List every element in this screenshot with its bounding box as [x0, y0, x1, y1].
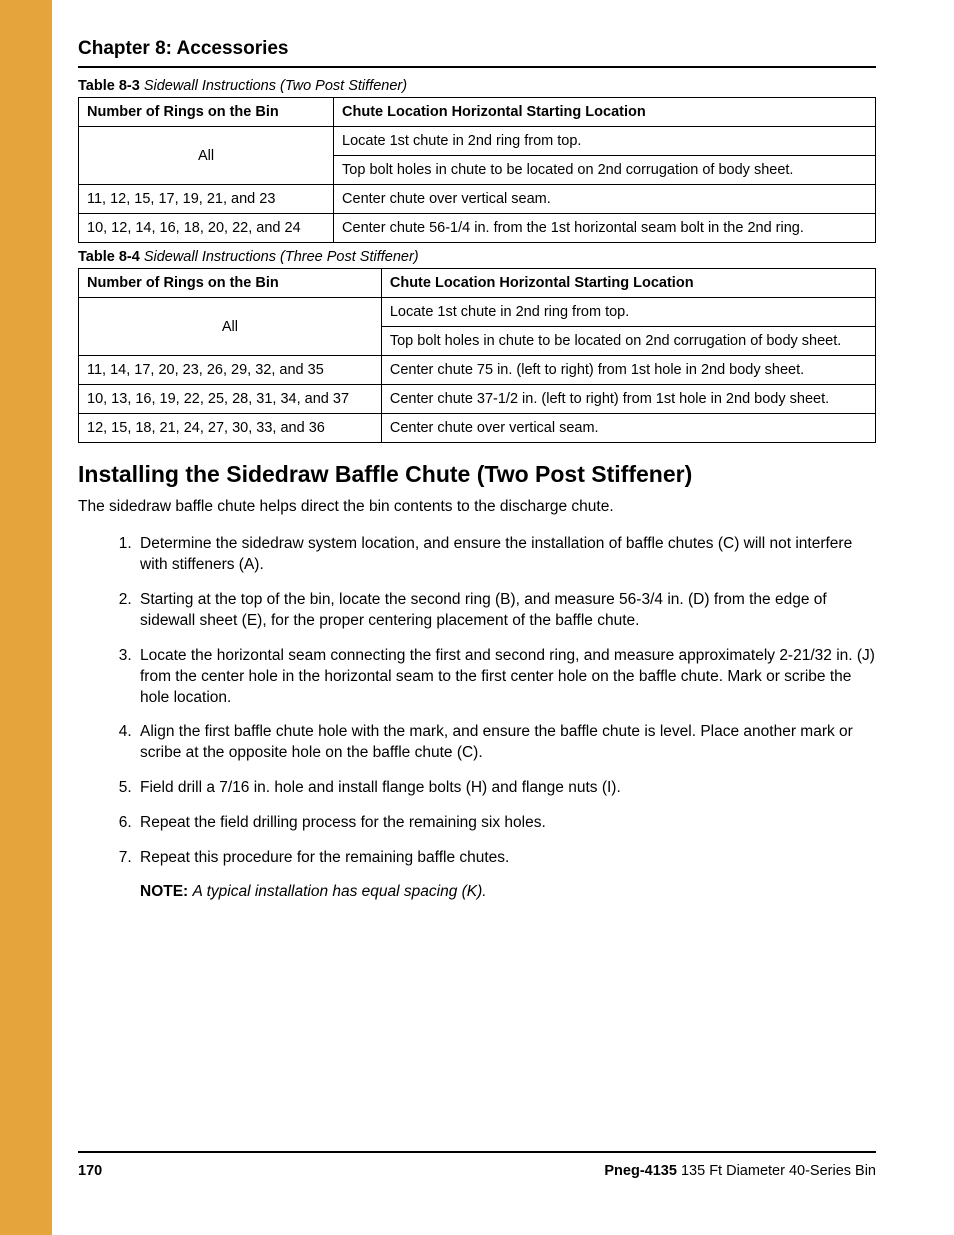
chapter-rule [78, 66, 876, 68]
chapter-title: Chapter 8: Accessories [78, 38, 876, 66]
caption-title: Sidewall Instructions (Three Post Stiffe… [144, 249, 419, 265]
step-item: Determine the sidedraw system location, … [136, 534, 876, 576]
table-cell: All [79, 127, 334, 185]
step-item: Align the first baffle chute hole with t… [136, 722, 876, 764]
note-label: NOTE: [140, 883, 188, 900]
table-cell: 11, 14, 17, 20, 23, 26, 29, 32, and 35 [79, 356, 382, 385]
footer-rule [78, 1151, 876, 1153]
page-content: Chapter 8: Accessories Table 8-3 Sidewal… [78, 38, 876, 901]
table-header: Chute Location Horizontal Starting Locat… [381, 269, 875, 298]
table-cell: 12, 15, 18, 21, 24, 27, 30, 33, and 36 [79, 414, 382, 443]
table-header: Number of Rings on the Bin [79, 269, 382, 298]
step-item: Locate the horizontal seam connecting th… [136, 646, 876, 709]
table-cell: Top bolt holes in chute to be located on… [381, 327, 875, 356]
caption-title: Sidewall Instructions (Two Post Stiffene… [144, 78, 407, 94]
table-cell: Top bolt holes in chute to be located on… [334, 156, 876, 185]
step-item: Field drill a 7/16 in. hole and install … [136, 778, 876, 799]
table-cell: 11, 12, 15, 17, 19, 21, and 23 [79, 185, 334, 214]
table-cell: Center chute 75 in. (left to right) from… [381, 356, 875, 385]
table-header: Chute Location Horizontal Starting Locat… [334, 98, 876, 127]
table-cell: Center chute over vertical seam. [381, 414, 875, 443]
table-header: Number of Rings on the Bin [79, 98, 334, 127]
page-footer: 170 Pneg-4135 135 Ft Diameter 40-Series … [78, 1151, 876, 1179]
footer-doc: Pneg-4135 135 Ft Diameter 40-Series Bin [604, 1163, 876, 1179]
caption-label: Table 8-3 [78, 78, 140, 94]
table-cell: Locate 1st chute in 2nd ring from top. [334, 127, 876, 156]
note-text: A typical installation has equal spacing… [193, 883, 487, 900]
note: NOTE: A typical installation has equal s… [140, 883, 876, 901]
step-item: Starting at the top of the bin, locate t… [136, 590, 876, 632]
table-cell: All [79, 298, 382, 356]
table-cell: 10, 13, 16, 19, 22, 25, 28, 31, 34, and … [79, 385, 382, 414]
table-8-3: Number of Rings on the Bin Chute Locatio… [78, 97, 876, 243]
accent-sidebar [0, 0, 52, 1235]
table-8-4-caption: Table 8-4 Sidewall Instructions (Three P… [78, 249, 876, 265]
steps-list: Determine the sidedraw system location, … [78, 534, 876, 869]
step-item: Repeat the field drilling process for th… [136, 813, 876, 834]
section-intro: The sidedraw baffle chute helps direct t… [78, 498, 876, 516]
table-8-3-caption: Table 8-3 Sidewall Instructions (Two Pos… [78, 78, 876, 94]
caption-label: Table 8-4 [78, 249, 140, 265]
doc-title: 135 Ft Diameter 40-Series Bin [681, 1163, 876, 1179]
page-number: 170 [78, 1163, 102, 1179]
doc-id: Pneg-4135 [604, 1163, 677, 1179]
table-cell: Locate 1st chute in 2nd ring from top. [381, 298, 875, 327]
table-cell: Center chute 56-1/4 in. from the 1st hor… [334, 214, 876, 243]
table-cell: Center chute 37-1/2 in. (left to right) … [381, 385, 875, 414]
table-cell: Center chute over vertical seam. [334, 185, 876, 214]
section-heading: Installing the Sidedraw Baffle Chute (Tw… [78, 461, 876, 488]
table-cell: 10, 12, 14, 16, 18, 20, 22, and 24 [79, 214, 334, 243]
table-8-4: Number of Rings on the Bin Chute Locatio… [78, 268, 876, 443]
step-item: Repeat this procedure for the remaining … [136, 848, 876, 869]
